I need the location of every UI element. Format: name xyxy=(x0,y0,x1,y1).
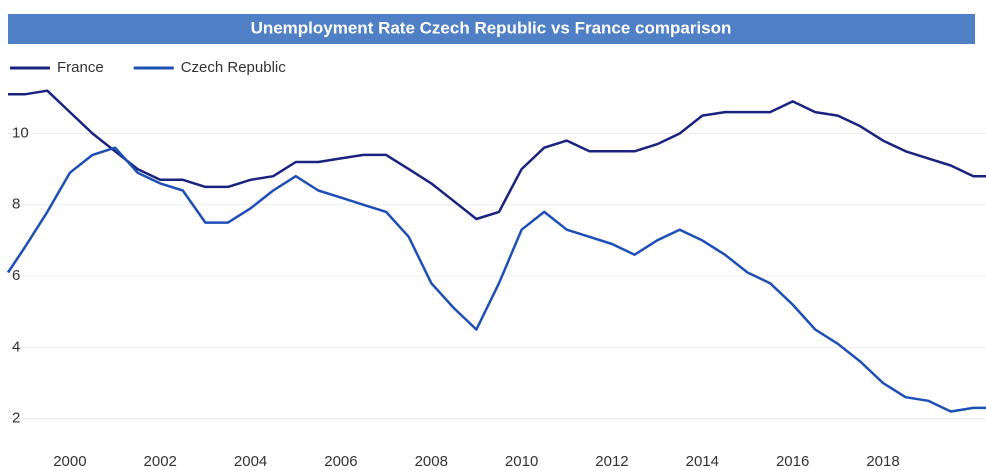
x-tick-label: 2010 xyxy=(505,453,538,470)
x-tick-label: 2016 xyxy=(776,453,809,470)
legend-label: France xyxy=(57,59,104,76)
x-tick-label: 2006 xyxy=(324,453,357,470)
x-tick-label: 2002 xyxy=(144,453,177,470)
y-tick-label: 8 xyxy=(12,196,20,213)
chart-title: Unemployment Rate Czech Republic vs Fran… xyxy=(251,18,732,37)
legend-label: Czech Republic xyxy=(181,59,287,76)
x-tick-label: 2000 xyxy=(53,453,86,470)
x-tick-label: 2012 xyxy=(595,453,628,470)
y-tick-label: 10 xyxy=(12,124,29,141)
y-tick-label: 6 xyxy=(12,267,20,284)
x-tick-label: 2014 xyxy=(686,453,719,470)
series-line xyxy=(8,89,986,221)
y-tick-label: 2 xyxy=(12,410,20,427)
x-tick-label: 2004 xyxy=(234,453,267,470)
title-bar xyxy=(8,14,975,44)
series-line xyxy=(6,146,986,413)
x-tick-label: 2018 xyxy=(866,453,899,470)
x-tick-label: 2008 xyxy=(415,453,448,470)
y-tick-label: 4 xyxy=(12,338,20,355)
